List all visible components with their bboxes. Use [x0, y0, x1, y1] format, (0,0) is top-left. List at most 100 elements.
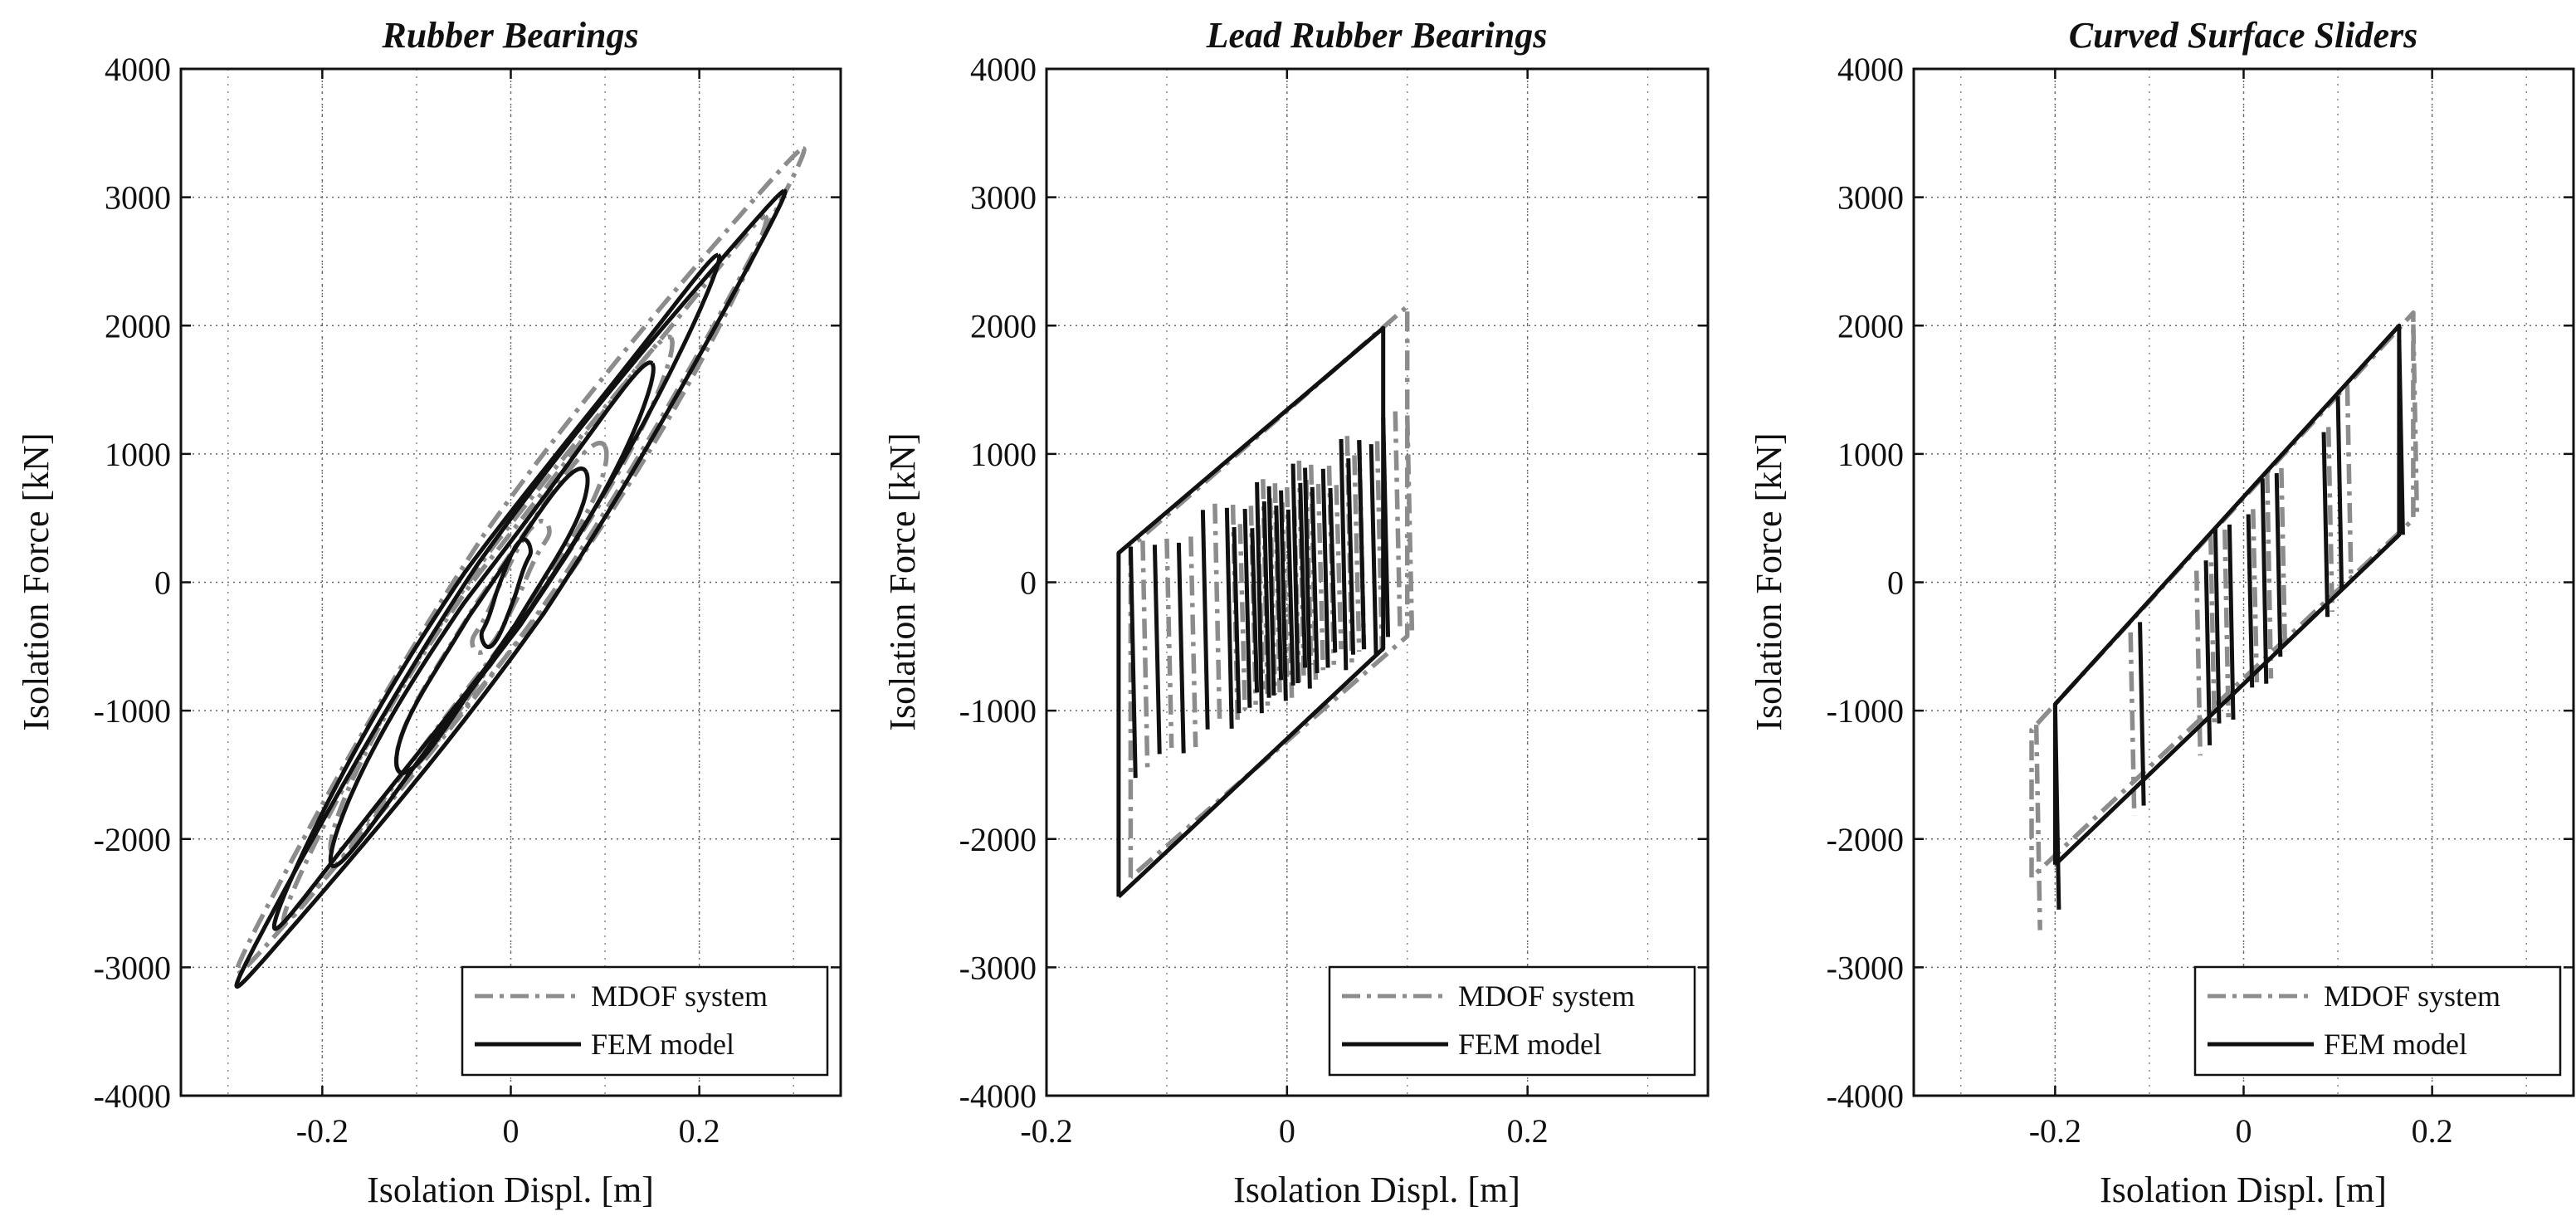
reversal-cycle [1381, 417, 1391, 637]
legend-label-mdof: MDOF system [1458, 979, 1635, 1013]
axis-ticks: -0.2 0 0.2 -4000 -3000 -2000 -1000 0 1000 2000 300… [959, 51, 1708, 1150]
legend-box [461, 965, 829, 1077]
reversal-cycle [1339, 438, 1349, 671]
reversal-cycle [2325, 427, 2335, 613]
reversal-cycle [1224, 507, 1234, 729]
y-tick-label: 2000 [970, 307, 1037, 344]
reversal-cycle [2222, 530, 2232, 725]
legend: MDOF system FEM model [2193, 965, 2562, 1077]
reversal-cycle [1368, 444, 1378, 655]
reversal-cycle [1164, 538, 1174, 749]
reversal-cycle [1334, 485, 1344, 650]
y-axis-label: Isolation Force [kN] [882, 432, 923, 730]
reversal-cycle [2227, 524, 2236, 720]
legend-label-mdof: MDOF system [2324, 979, 2500, 1013]
reversal-cycle [1346, 458, 1356, 655]
y-tick-label: 1000 [105, 436, 171, 473]
reversal-cycle [2193, 570, 2203, 756]
reversal-cycle [2411, 324, 2420, 520]
reversal-cycle [1128, 546, 1138, 779]
legend-box [1328, 965, 1696, 1077]
y-tick-label: 4000 [1837, 51, 1904, 88]
y-tick-label: -2000 [94, 821, 171, 858]
series-mdof-system [2029, 310, 2420, 930]
y-tick-label: 1000 [970, 436, 1037, 473]
reversal-cycle [1274, 505, 1284, 681]
y-tick-label: -1000 [959, 692, 1037, 730]
hysteresis-loop [271, 252, 722, 931]
y-tick-label: 4000 [970, 51, 1037, 88]
y-tick-label: -3000 [959, 949, 1037, 986]
hysteresis-envelope [1128, 304, 1410, 880]
reversal-cycle [2213, 530, 2222, 724]
legend: MDOF system FEM model [461, 965, 829, 1077]
reversal-cycle [1261, 501, 1271, 698]
legend-box [2193, 965, 2562, 1077]
x-tick-label: -0.2 [2029, 1112, 2081, 1150]
reversal-cycle [2251, 509, 2260, 683]
x-axis-label: Isolation Displ. [m] [1233, 1170, 1520, 1210]
panel-curved-surface-sliders: -0.2 0 0.2 -4000 -3000 -2000 -1000 0 1000 2000 300… [1749, 15, 2575, 1210]
x-tick-label: -0.2 [296, 1112, 349, 1150]
grid [181, 68, 841, 1097]
reversal-cycle [1188, 536, 1198, 748]
legend-label-fem: FEM model [2324, 1028, 2467, 1061]
reversal-cycle [2265, 473, 2274, 679]
y-tick-label: 4000 [105, 51, 171, 88]
x-tick-label: 0 [1279, 1112, 1295, 1150]
reversal-cycle [1328, 487, 1338, 652]
reversal-cycle [2246, 514, 2255, 688]
y-tick-label: -4000 [1827, 1077, 1904, 1115]
reversal-cycle [1232, 526, 1242, 714]
x-tick-label: 0.2 [1507, 1112, 1549, 1150]
x-tick-label: 0.2 [679, 1112, 720, 1150]
y-tick-label: 3000 [970, 179, 1037, 217]
panel-lead-rubber-bearings: -0.2 0 0.2 -4000 -3000 -2000 -1000 0 1000 2000 300… [882, 15, 1710, 1210]
hysteresis-curves [2029, 310, 2420, 930]
reversal-cycle [1298, 482, 1308, 668]
series-fem-model [234, 188, 788, 989]
reversal-cycle [2397, 339, 2405, 535]
axis-ticks: -0.2 0 0.2 -4000 -3000 -2000 -1000 0 1000 2000 300… [1827, 51, 2574, 1150]
reversal-cycle [1286, 509, 1295, 686]
hysteresis-loop [234, 146, 807, 976]
hysteresis-envelope [1116, 325, 1386, 899]
y-tick-label: 1000 [1837, 436, 1904, 473]
reversal-cycle [1315, 483, 1326, 671]
x-tick-label: 0.2 [2412, 1112, 2453, 1150]
reversal-cycle [2344, 385, 2354, 580]
reversal-cycle [1152, 545, 1162, 755]
y-tick-label: -3000 [94, 949, 171, 986]
hysteresis-loop [470, 518, 552, 655]
reversal-cycle [1176, 542, 1186, 754]
hysteresis-loop [234, 188, 788, 989]
reversal-cycle [2274, 473, 2283, 657]
grid [1914, 68, 2574, 1097]
legend-label-mdof: MDOF system [591, 979, 768, 1013]
reversal-cycle [2260, 478, 2269, 684]
y-tick-label: -4000 [94, 1077, 171, 1115]
reversal-cycle [1266, 486, 1276, 696]
panel-rubber-bearings: -0.2 0 0.2 -4000 -3000 -2000 -1000 0 1000 2000 300… [16, 15, 842, 1210]
x-axis-label: Isolation Displ. [m] [2100, 1170, 2387, 1210]
reversal-cycle [2335, 396, 2344, 590]
hysteresis-loop [479, 537, 533, 649]
x-tick-label: 0 [2236, 1112, 2252, 1150]
reversal-cycle [1290, 463, 1300, 684]
reversal-cycle [1303, 467, 1312, 689]
y-tick-label: -1000 [94, 692, 171, 730]
y-tick-label: 2000 [105, 307, 171, 344]
y-tick-label: -1000 [1827, 692, 1904, 730]
chart-title: Lead Rubber Bearings [1206, 15, 1548, 56]
y-axis-label: Isolation Force [kN] [16, 432, 56, 730]
reversal-cycle [2279, 467, 2288, 652]
reversal-cycle [1357, 440, 1367, 650]
legend-label-fem: FEM model [1458, 1028, 1602, 1061]
reversal-cycle [1404, 415, 1415, 637]
hysteresis-loop [328, 360, 656, 868]
chart-title: Rubber Bearings [381, 15, 638, 56]
hysteresis-curves [234, 146, 807, 989]
reversal-cycle [2208, 535, 2217, 729]
reversal-cycle [1310, 486, 1320, 674]
